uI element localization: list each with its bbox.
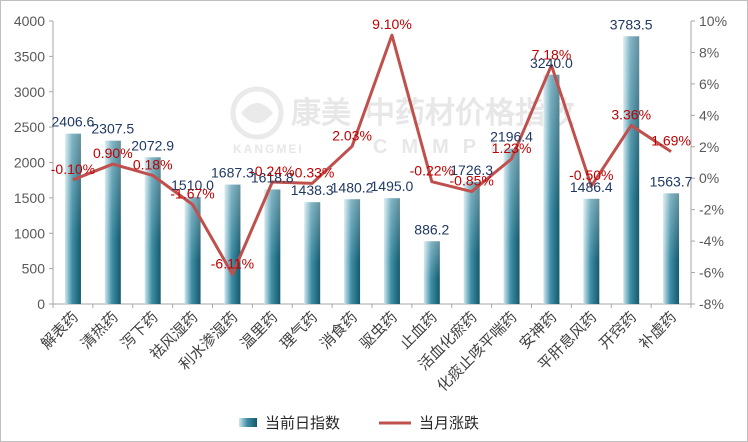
line-value-label: 2.03%	[332, 127, 372, 143]
y-tick-label-right: 8%	[699, 44, 719, 60]
x-tick-label: 驱虫药	[356, 308, 401, 353]
bar-value-label: 2072.9	[131, 137, 174, 153]
bar-highlight	[583, 198, 600, 304]
bar-value-label: 2307.5	[91, 121, 134, 137]
x-tick-label: 解表药	[37, 308, 82, 353]
y-tick-label-left: 4000	[14, 13, 45, 29]
bar-highlight	[663, 193, 680, 304]
line-value-label: 9.10%	[372, 16, 412, 32]
line-value-label: 3.36%	[611, 106, 651, 122]
bar-highlight	[543, 74, 560, 305]
y-tick-label-left: 3000	[14, 84, 45, 100]
bar-value-label: 2406.6	[52, 114, 95, 130]
line-value-label: 0.18%	[133, 156, 173, 172]
y-tick-label-left: 500	[22, 261, 46, 277]
line-value-label: -0.22%	[410, 163, 454, 179]
y-tick-label-right: 10%	[699, 13, 727, 29]
line-value-label: -0.33%	[290, 164, 334, 180]
watermark-text-cn: 中药材价格指数	[365, 96, 576, 131]
bar-highlight	[224, 184, 241, 304]
legend-swatch-bar	[239, 418, 257, 427]
line-value-label: -0.24%	[250, 163, 294, 179]
y-tick-label-right: 6%	[699, 76, 719, 92]
bar-highlight	[623, 36, 640, 304]
bar-value-label: 1510.0	[171, 177, 214, 193]
bar-value-label: 1480.2	[331, 179, 374, 195]
y-tick-label-right: 4%	[699, 107, 719, 123]
line-value-label: 7.18%	[532, 46, 572, 62]
line-value-label: 0.90%	[93, 145, 133, 161]
line-value-label: -6.11%	[211, 255, 254, 271]
bar-highlight	[104, 140, 121, 304]
line-value-label: -0.50%	[569, 167, 613, 183]
bar-value-label: 2196.4	[490, 129, 533, 145]
line-path	[72, 33, 672, 276]
watermark-text-en: CMMPI	[373, 136, 510, 158]
bar-value-label: 1726.3	[450, 162, 493, 178]
x-tick-label: 开窍药	[595, 308, 640, 353]
y-tick-label-left: 2500	[14, 119, 45, 135]
x-tick-label: 理气药	[276, 308, 321, 353]
y-tick-label-left: 3500	[14, 48, 45, 64]
y-tick-label-right: -4%	[699, 233, 724, 249]
bar-value-label: 1495.0	[371, 178, 414, 194]
axes: 0 500 1000 1500 2000 2500 3000 3500 4000 -8% -6% -4…	[14, 13, 727, 395]
bar-highlight	[503, 148, 520, 304]
line-value-label: -1.67%	[170, 185, 214, 201]
watermark-brand-cn: 康美	[291, 96, 351, 131]
line-value-label: 1.23%	[492, 140, 532, 156]
bar-highlight	[423, 241, 440, 304]
bar-highlight	[344, 199, 361, 304]
y-tick-label-right: -8%	[699, 296, 724, 312]
legend: 当前日指数 当月涨跌	[239, 414, 479, 432]
bar-value-label: 3783.5	[610, 16, 653, 32]
watermark-brand-en: KANGMEI	[233, 142, 304, 156]
y-tick-label-right: 2%	[699, 139, 719, 155]
legend-label-bar: 当前日指数	[265, 414, 340, 432]
y-tick-label-right: -2%	[699, 202, 724, 218]
line-value-label: -0.10%	[51, 161, 95, 177]
bars	[64, 36, 680, 305]
y-tick-label-left: 1000	[14, 225, 45, 241]
line-value-label: 1.69%	[651, 133, 691, 149]
bar-highlight	[463, 181, 480, 304]
bar-highlight	[64, 133, 81, 304]
bar-highlight	[264, 189, 281, 304]
bar-value-label: 1486.4	[570, 179, 613, 195]
bar-highlight	[304, 202, 321, 304]
y-tick-label-right: 0%	[699, 170, 719, 186]
bar-value-label: 1563.7	[650, 173, 693, 189]
legend-label-line: 当月涨跌	[419, 414, 479, 432]
y-tick-label-left: 1500	[14, 190, 45, 206]
watermark-logo: 康美 中药材价格指数 KANGMEI CMMPI	[230, 86, 576, 158]
bar-value-label: 1687.3	[211, 165, 254, 181]
bar-highlight	[144, 157, 161, 304]
line-value-label: -0.85%	[450, 173, 494, 189]
bar-value-label: 1618.8	[251, 169, 294, 185]
x-tick-label: 补虚药	[635, 308, 680, 353]
line-series	[72, 33, 672, 276]
bar-highlight	[383, 198, 400, 304]
y-tick-label-right: -6%	[699, 265, 724, 281]
y-tick-label-left: 0	[37, 296, 45, 312]
bar-value-label: 886.2	[414, 221, 449, 237]
bar-highlight	[184, 197, 201, 304]
y-tick-label-left: 2000	[14, 155, 45, 171]
x-tick-label: 温里药	[237, 308, 282, 353]
bar-value-label: 1438.3	[291, 182, 334, 198]
bar-value-label: 3240.0	[530, 55, 573, 71]
x-tick-label: 消食药	[316, 308, 361, 353]
x-tick-label: 清热药	[77, 308, 122, 353]
